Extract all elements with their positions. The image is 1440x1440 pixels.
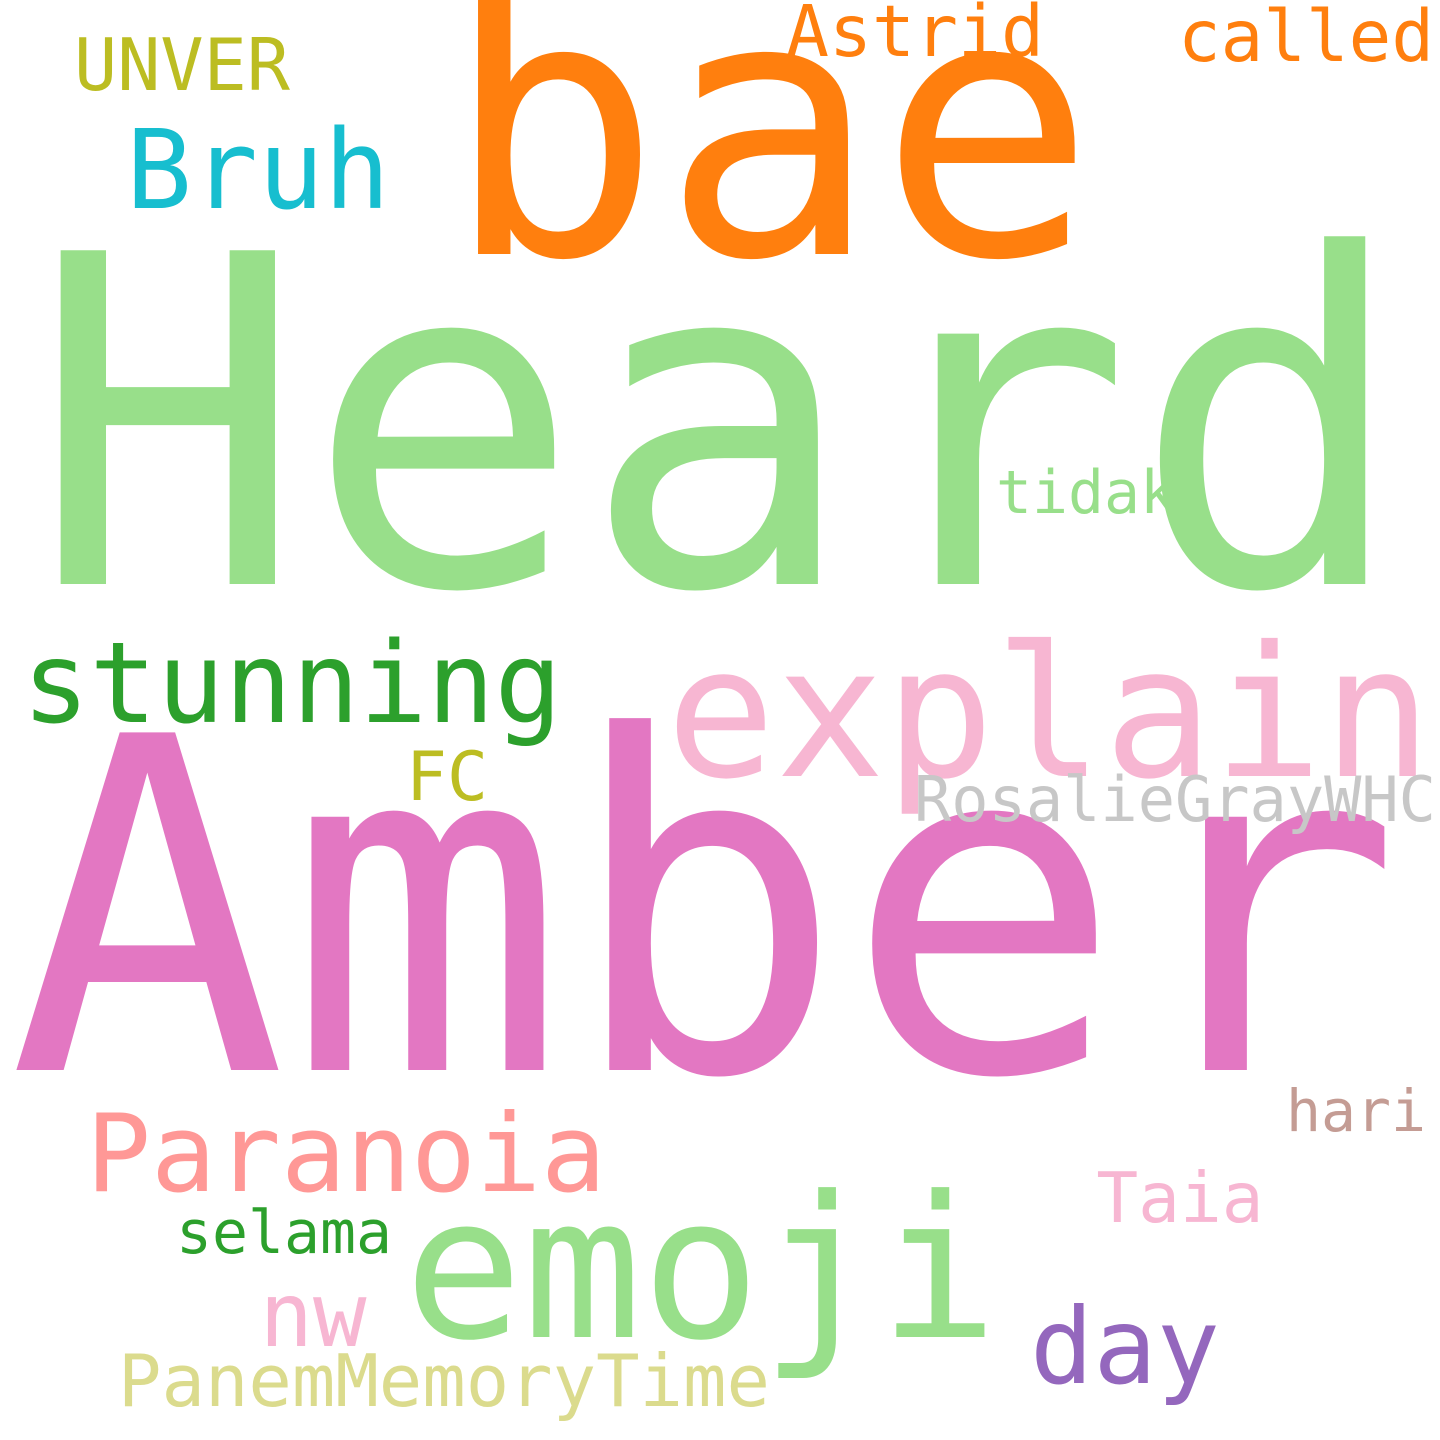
word-heard: Heard [30, 159, 1408, 693]
word-called: called [1178, 0, 1434, 79]
word-explain: explain [666, 607, 1432, 820]
word-unver: UNVER [74, 22, 290, 107]
word-panemmemorytime: PanemMemoryTime [118, 1340, 770, 1425]
word-stunning: stunning [22, 619, 562, 750]
word-amber: Amber [8, 641, 1402, 1181]
word-fc: FC [406, 737, 488, 817]
word-rosaliegraywhc: RosalieGrayWHC [914, 763, 1436, 836]
word-hari: hari [1286, 1077, 1426, 1146]
word-bae: bae [444, 0, 1096, 341]
word-taia: Taia [1096, 1158, 1264, 1239]
word-day: day [1030, 1285, 1220, 1409]
word-paranoia: Paranoia [86, 1091, 606, 1217]
word-emoji: emoji [404, 1154, 998, 1385]
word-tidak: tidak [996, 459, 1176, 529]
word-bruh: Bruh [126, 105, 390, 234]
word-selama: selama [176, 1199, 392, 1269]
word-nw: nw [259, 1263, 367, 1368]
word-astrid: Astrid [786, 0, 1044, 73]
